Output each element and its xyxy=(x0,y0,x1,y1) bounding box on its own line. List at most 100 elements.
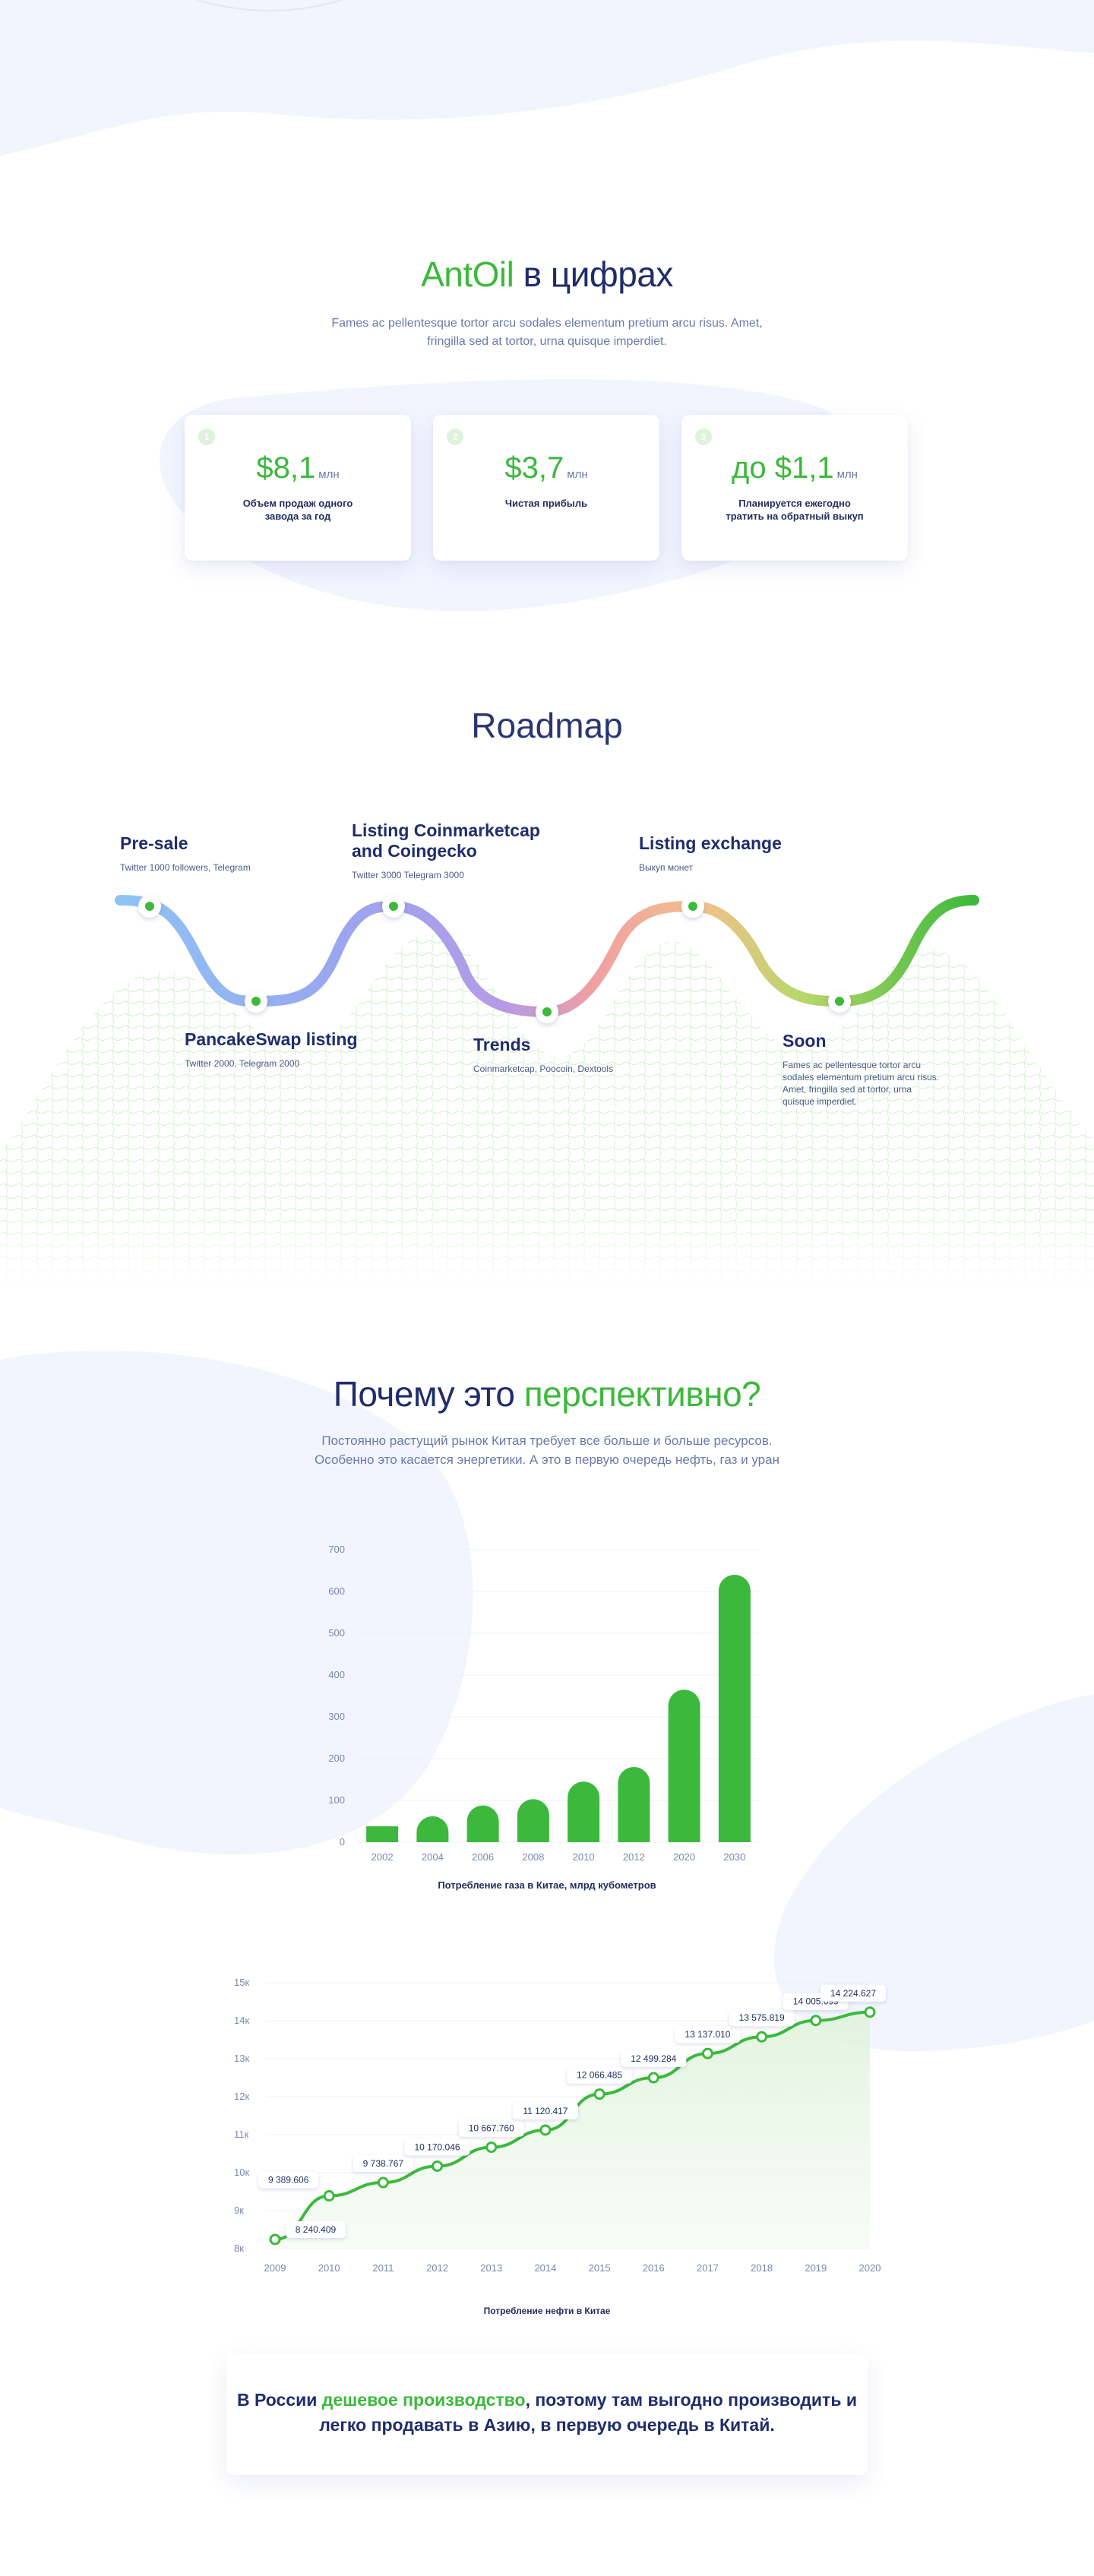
milestone-title: Trends xyxy=(473,1035,531,1054)
y-tick-label: 14к xyxy=(234,2015,249,2026)
data-label-box xyxy=(258,2171,319,2189)
y-tick-label: 9к xyxy=(234,2205,244,2216)
x-tick-label: 2012 xyxy=(623,1851,645,1863)
stat-value: $8,1 xyxy=(256,451,316,485)
stat-value: до $1,1 xyxy=(732,451,834,485)
y-tick-label: 300 xyxy=(328,1711,345,1722)
x-tick-label: 2012 xyxy=(426,2262,448,2274)
data-label-box xyxy=(458,2119,524,2137)
x-tick-label: 2010 xyxy=(573,1851,595,1863)
stat-description: Планируется ежегодно тратить на обратный … xyxy=(726,498,864,522)
stat-card-profit: 2 $3,7 млн Чистая прибыль xyxy=(433,415,659,561)
card-number-badge: 2 xyxy=(447,428,463,445)
point-2012 xyxy=(432,2160,444,2172)
roadmap-node-soon xyxy=(828,990,851,1013)
point-2014 xyxy=(539,2124,552,2136)
right-blob xyxy=(773,1694,1094,2051)
card-number-badge: 1 xyxy=(198,428,215,445)
y-tick-label: 100 xyxy=(328,1794,345,1806)
stat-value: $3,7 xyxy=(504,451,564,485)
milestone-subtitle: Twitter 1000 followers, Telegram xyxy=(120,862,251,873)
data-label: 10 667.760 xyxy=(469,2123,514,2134)
bar-2012 xyxy=(618,1767,650,1842)
data-label-box xyxy=(729,2009,795,2027)
x-tick-label: 2016 xyxy=(643,2262,665,2274)
why-subtitle-line2: Особенно это касается энергетики. А это … xyxy=(315,1452,779,1467)
milestone-title: Listing exchange xyxy=(639,833,782,853)
milestone-presale: Pre-sale Twitter 1000 followers, Telegra… xyxy=(120,833,318,874)
x-tick-label: 2006 xyxy=(472,1851,494,1863)
milestone-coinmarketcap: Listing Coinmarketcap and Coingecko Twitt… xyxy=(352,820,580,881)
stat-card-sales: 1 $8,1 млн Объем продаж одного завода за г… xyxy=(185,415,411,561)
y-tick-label: 400 xyxy=(328,1669,345,1680)
card-number-badge: 3 xyxy=(695,428,712,445)
data-label: 9 738.767 xyxy=(363,2158,404,2169)
title-brand: AntOil xyxy=(421,254,514,294)
callout-highlight: дешевое производство xyxy=(321,2390,526,2410)
x-tick-label: 2008 xyxy=(522,1851,544,1863)
x-tick-label: 2019 xyxy=(805,2262,827,2274)
y-tick-label: 0 xyxy=(340,1836,345,1847)
stat-description: Объем продаж одного завода за год xyxy=(242,498,353,522)
y-tick-label: 13к xyxy=(234,2053,249,2064)
milestone-subtitle: Twitter 2000. Telegram 2000 xyxy=(185,1058,300,1069)
oil-chart-caption: Потребление нефти в Китае xyxy=(483,2306,611,2316)
stat-unit: млн xyxy=(318,468,340,481)
bar-2004 xyxy=(416,1816,449,1842)
roadmap-path xyxy=(115,895,979,1023)
data-label: 13 137.010 xyxy=(685,2029,730,2040)
milestone-trends: Trends Coinmarketcap, Poocoin, Dextools xyxy=(473,1035,671,1075)
milestone-soon: Soon Fames ac pellentesque tortor arcu s… xyxy=(783,1031,980,1108)
why-title-wrap: Почему это перспективно? xyxy=(0,1373,1094,1414)
stats-subtitle-line2: fringilla sed at tortor, urna quisque im… xyxy=(427,335,667,348)
data-label-box xyxy=(404,2138,470,2156)
point-2015 xyxy=(593,2088,605,2100)
x-tick-label: 2030 xyxy=(723,1851,745,1863)
point-2013 xyxy=(485,2141,498,2154)
y-tick-label: 200 xyxy=(328,1753,345,1764)
data-label: 9 389.606 xyxy=(268,2175,309,2186)
roadmap-node-exchange xyxy=(681,895,704,918)
milestone-subtitle: Fames ac pellentesque tortor arcu sodale… xyxy=(783,1060,940,1107)
top-circle-arc xyxy=(197,0,343,11)
x-tick-label: 2015 xyxy=(589,2262,611,2274)
roadmap-node-pancakeswap xyxy=(245,990,267,1013)
stats-section-title: AntOil в цифрах xyxy=(0,254,1094,295)
x-tick-label: 2009 xyxy=(264,2262,286,2274)
point-2018 xyxy=(756,2031,768,2043)
milestone-subtitle: Выкуп монет xyxy=(639,862,694,873)
milestone-subtitle: Coinmarketcap, Poocoin, Dextools xyxy=(473,1064,614,1074)
gas-consumption-chart: 0 100 200 300 400 500 600 700 2002 2004 2006 2008 20… xyxy=(328,1544,760,1863)
data-label-box xyxy=(820,1984,886,2002)
milestone-pancakeswap: PancakeSwap listing Twitter 2000. Telegr… xyxy=(185,1029,413,1070)
milestone-subtitle: Twitter 3000 Telegram 3000 xyxy=(352,870,464,880)
x-tick-label: 2018 xyxy=(751,2262,773,2274)
data-label-box xyxy=(621,2050,687,2068)
bar-2030 xyxy=(718,1575,751,1842)
bar-2010 xyxy=(568,1781,600,1842)
callout-text: В России дешевое производство, поэтому т… xyxy=(236,2390,857,2435)
stats-subtitle: Fames ac pellentesque tortor arcu sodale… xyxy=(0,314,1094,351)
data-label: 8 240.409 xyxy=(296,2224,337,2235)
stat-card-buyback: 3 до $1,1 млн Планируется ежегодно тратить… xyxy=(681,415,908,561)
data-label: 13 575.819 xyxy=(739,2012,785,2023)
top-blob xyxy=(0,0,1094,156)
data-label-box xyxy=(353,2155,413,2173)
stat-unit: млн xyxy=(567,468,588,481)
left-blob xyxy=(0,1350,473,1855)
stat-unit: млн xyxy=(836,468,858,481)
y-tick-label: 11к xyxy=(234,2129,248,2140)
y-tick-label: 600 xyxy=(328,1585,345,1597)
x-tick-label: 2020 xyxy=(673,1851,695,1863)
bar-2008 xyxy=(517,1799,549,1842)
bar-2006 xyxy=(466,1805,499,1842)
roadmap-title-wrap: Roadmap xyxy=(0,705,1094,746)
data-label: 11 120.417 xyxy=(523,2106,568,2116)
why-subtitle: Постоянно растущий рынок Китая требует в… xyxy=(0,1431,1094,1469)
roadmap-title: Roadmap xyxy=(471,706,623,745)
why-title-highlight: перспективно? xyxy=(523,1374,761,1414)
data-label: 12 066.485 xyxy=(577,2070,622,2081)
roadmap-node-presale xyxy=(138,895,161,918)
oil-consumption-chart: 8к 9к 10к 11к 12к 13к 14к 15к 8 240.409 2009 9 389… xyxy=(234,1977,886,2274)
x-tick-label: 2014 xyxy=(534,2262,556,2274)
